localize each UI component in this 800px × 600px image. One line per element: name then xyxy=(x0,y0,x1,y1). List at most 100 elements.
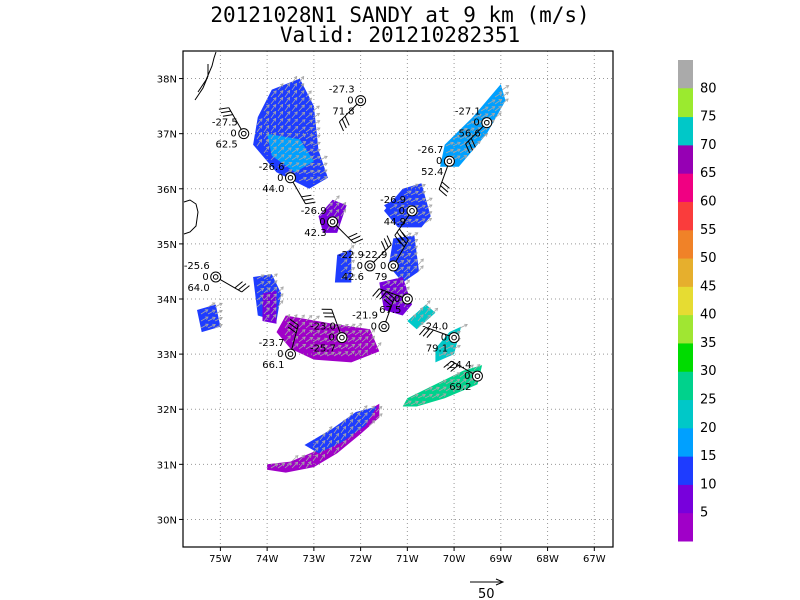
lat-tick-label: 32N xyxy=(157,405,177,416)
station-temperature: -27.5 xyxy=(212,118,238,129)
station-temperature: -22.9 xyxy=(338,250,364,261)
wind-vectors xyxy=(200,75,510,469)
chart-title: 20121028N1 SANDY at 9 km (m/s) xyxy=(210,3,590,27)
axis-labels: 75W 74W 73W 72W 71W 70W 69W 68W 67W 30N 31N 32N 33N 3… xyxy=(157,75,606,565)
station-cloud-cover: 0 xyxy=(230,129,236,140)
lon-tick-label: 67W xyxy=(583,554,606,565)
colorbar-label: 65 xyxy=(700,166,717,181)
colorbar-label: 45 xyxy=(700,279,717,294)
colorbar-segment xyxy=(678,371,693,401)
lon-tick-label: 68W xyxy=(536,554,559,565)
station-temperature: -21.9 xyxy=(352,311,378,322)
lat-tick-label: 30N xyxy=(157,515,177,526)
station-cloud-cover: 0 xyxy=(347,96,353,107)
station-cloud-cover: 0 xyxy=(394,294,400,305)
lat-tick-label: 31N xyxy=(157,460,177,471)
station-temperature: -26.7 xyxy=(418,145,444,156)
lon-tick-label: 72W xyxy=(349,554,372,565)
colorbar-segment xyxy=(678,427,693,457)
lon-tick-label: 70W xyxy=(443,554,466,565)
colorbar-label: 30 xyxy=(700,364,717,379)
lat-tick-label: 35N xyxy=(157,240,177,251)
station-value: 62.5 xyxy=(215,140,237,151)
colorbar-segment xyxy=(678,342,693,372)
wind-swath xyxy=(440,84,506,167)
colorbar-label: 10 xyxy=(700,477,717,492)
colorbar-segment xyxy=(678,229,693,259)
wind-swath xyxy=(388,235,419,283)
colorbar-label: 75 xyxy=(700,110,717,125)
lat-tick-label: 33N xyxy=(157,350,177,361)
colorbar-segment xyxy=(678,484,693,514)
lon-tick-label: 73W xyxy=(303,554,326,565)
colorbar-label: 25 xyxy=(700,393,717,408)
station-temperature: -24.4 xyxy=(446,360,472,371)
colorbar-segment xyxy=(678,399,693,429)
colorbar-label: 5 xyxy=(700,506,708,521)
colorbar-label: 15 xyxy=(700,449,717,464)
station-cloud-cover: 0 xyxy=(473,118,479,129)
station-temperature: -26.9 xyxy=(301,206,327,217)
colorbar-segment xyxy=(678,201,693,231)
colorbar-segment xyxy=(678,286,693,316)
station-temperature: -23.7 xyxy=(259,338,285,349)
colorbar-label: 35 xyxy=(700,336,717,351)
station-model: -23.00-25.7 xyxy=(310,308,348,355)
station-value: 79 xyxy=(375,272,388,283)
colorbar-segment xyxy=(678,88,693,118)
station-markers: -27.3071.8-27.5062.5-27.1056.6-26.7052.4… xyxy=(184,85,493,393)
colorbar-segment xyxy=(678,144,693,174)
station-value: 66.1 xyxy=(262,360,284,371)
lon-tick-label: 74W xyxy=(256,554,279,565)
station-temperature: -23.0 xyxy=(310,322,336,333)
colorbar-segment xyxy=(678,116,693,146)
station-cloud-cover: 0 xyxy=(357,261,363,272)
colorbar-label: 50 xyxy=(700,251,717,266)
station-temperature: -26.6 xyxy=(259,162,285,173)
station-value: 42.3 xyxy=(304,228,326,239)
station-model: -21.90 xyxy=(352,291,395,333)
station-cloud-cover: 0 xyxy=(319,217,325,228)
station-cloud-cover: 0 xyxy=(371,322,377,333)
lat-tick-label: 34N xyxy=(157,295,177,306)
lat-tick-label: 37N xyxy=(157,130,177,141)
lon-tick-label: 69W xyxy=(490,554,513,565)
station-value: 69.2 xyxy=(449,382,471,393)
station-cloud-cover: 0 xyxy=(464,371,470,382)
station-cloud-cover: 0 xyxy=(380,261,386,272)
station-value: 44.9 xyxy=(384,217,406,228)
coastline xyxy=(183,51,217,235)
colorbar: 5 10 15 20 25 30 35 40 45 50 55 60 65 70 75 80 xyxy=(678,60,717,542)
station-cloud-cover: 0 xyxy=(277,349,283,360)
colorbar-label: 70 xyxy=(700,138,717,153)
station-cloud-cover: 0 xyxy=(436,156,442,167)
colorbar-label: 20 xyxy=(700,421,717,436)
colorbar-segment xyxy=(678,512,693,542)
station-value: 79.1 xyxy=(426,344,448,355)
colorbar-label: 40 xyxy=(700,308,717,323)
lon-tick-label: 75W xyxy=(209,554,232,565)
station-value: 52.4 xyxy=(421,167,443,178)
station-cloud-cover: 0 xyxy=(329,333,335,344)
station-temperature: -27.1 xyxy=(455,107,481,118)
colorbar-segment xyxy=(678,314,693,344)
station-temperature: -22.9 xyxy=(361,250,387,261)
station-cloud-cover: 0 xyxy=(202,272,208,283)
wind-swath xyxy=(276,315,380,363)
station-cloud-cover: 0 xyxy=(399,206,405,217)
colorbar-segment xyxy=(678,456,693,485)
lat-tick-label: 36N xyxy=(157,185,177,196)
